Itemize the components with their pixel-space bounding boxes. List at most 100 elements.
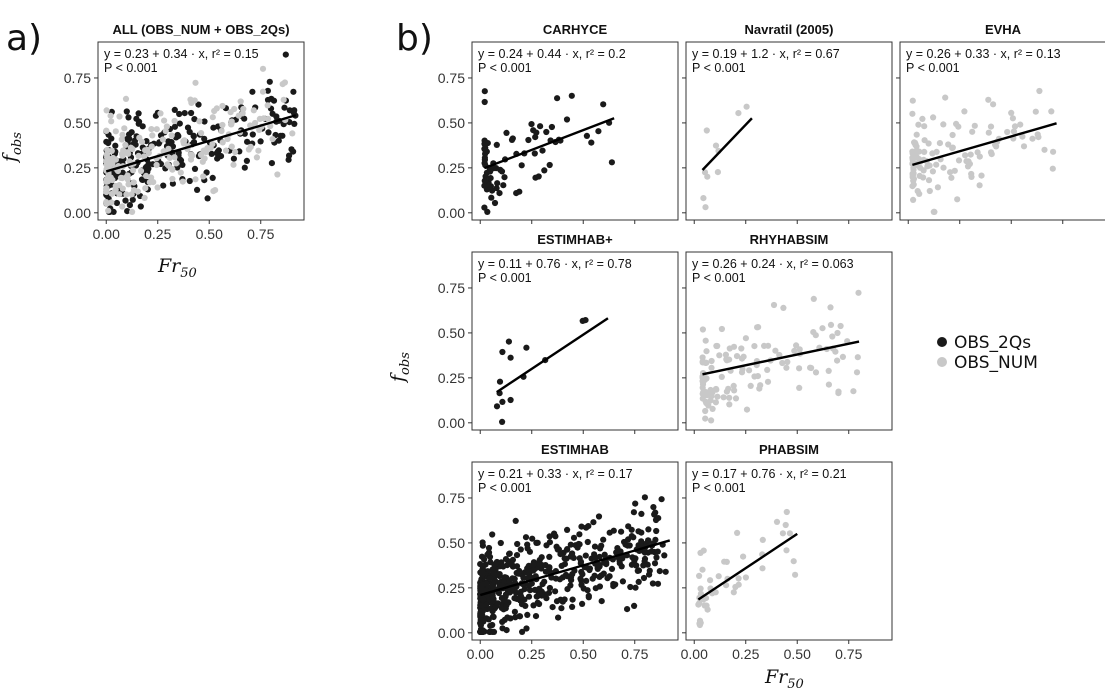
p-value: P < 0.001: [478, 481, 532, 495]
data-point: [116, 113, 122, 119]
data-point: [586, 593, 592, 599]
data-point: [721, 394, 727, 400]
data-point: [160, 183, 166, 189]
y-tick-label: 0.75: [438, 490, 465, 506]
x-tick-label: 0.25: [732, 646, 759, 662]
data-point: [539, 554, 545, 560]
data-point: [231, 156, 237, 162]
data-point: [244, 158, 250, 164]
data-point: [1036, 88, 1042, 94]
data-point: [549, 124, 555, 130]
data-point: [550, 604, 556, 610]
data-point: [269, 160, 275, 166]
data-point: [826, 382, 832, 388]
data-point: [136, 135, 142, 141]
data-point: [482, 157, 488, 163]
data-point: [930, 168, 936, 174]
data-point: [250, 131, 256, 137]
data-point: [783, 522, 789, 528]
data-point: [218, 128, 224, 134]
data-point: [488, 195, 494, 201]
data-point: [491, 614, 497, 620]
data-point: [196, 118, 202, 124]
data-point: [840, 354, 846, 360]
data-point: [557, 576, 563, 582]
data-point: [188, 110, 194, 116]
data-point: [119, 203, 125, 209]
data-point: [274, 171, 280, 177]
scatter-panel: PHABSIMy = 0.17 + 0.76 · x, r² = 0.21P <…: [681, 442, 892, 662]
data-point: [698, 586, 704, 592]
data-point: [940, 121, 946, 127]
data-point: [1035, 134, 1041, 140]
data-point: [114, 200, 120, 206]
data-point: [751, 343, 757, 349]
data-point: [947, 169, 953, 175]
data-point: [518, 546, 524, 552]
panel-title: Navratil (2005): [745, 22, 834, 37]
data-point: [173, 160, 179, 166]
data-point: [194, 187, 200, 193]
data-point: [142, 195, 148, 201]
data-point: [108, 118, 114, 124]
data-point: [850, 388, 856, 394]
legend-swatch-obs-2qs: [937, 337, 947, 347]
data-point: [481, 556, 487, 562]
data-point: [632, 555, 638, 561]
data-point: [242, 165, 248, 171]
data-point: [1033, 109, 1039, 115]
data-point: [629, 562, 635, 568]
data-point: [771, 302, 777, 308]
data-point: [103, 139, 109, 145]
data-point: [631, 509, 637, 515]
data-point: [950, 132, 956, 138]
data-point: [920, 174, 926, 180]
data-point: [490, 593, 496, 599]
data-point: [731, 383, 737, 389]
data-point: [508, 355, 514, 361]
x-tick-label: 0.75: [835, 646, 862, 662]
data-point: [917, 165, 923, 171]
data-point: [154, 126, 160, 132]
data-point: [1004, 129, 1010, 135]
data-point: [524, 542, 530, 548]
data-point: [609, 566, 615, 572]
data-point: [569, 604, 575, 610]
y-tick-label: 0.25: [438, 160, 465, 176]
data-point: [494, 142, 500, 148]
data-point: [270, 136, 276, 142]
data-point: [921, 123, 927, 129]
data-point: [506, 339, 512, 345]
data-point: [819, 325, 825, 331]
data-point: [703, 603, 709, 609]
data-point: [784, 509, 790, 515]
data-point: [935, 184, 941, 190]
data-point: [228, 109, 234, 115]
data-point: [154, 162, 160, 168]
data-point: [829, 333, 835, 339]
data-point: [583, 525, 589, 531]
data-point: [956, 157, 962, 163]
y-tick-label: 0.00: [438, 625, 465, 641]
data-point: [909, 183, 915, 189]
data-point: [503, 591, 509, 597]
data-point: [591, 551, 597, 557]
data-point: [276, 138, 282, 144]
data-point: [726, 401, 732, 407]
data-point: [968, 152, 974, 158]
p-value: P < 0.001: [692, 481, 746, 495]
data-point: [210, 125, 216, 131]
data-point: [524, 612, 530, 618]
data-point: [122, 198, 128, 204]
data-point: [977, 182, 983, 188]
data-point: [138, 168, 144, 174]
data-point: [486, 550, 492, 556]
data-point: [632, 585, 638, 591]
data-point: [600, 101, 606, 107]
data-point: [119, 175, 125, 181]
data-point: [519, 162, 525, 168]
data-point: [954, 196, 960, 202]
data-point: [723, 356, 729, 362]
data-point: [792, 572, 798, 578]
y-tick-label: 0.75: [438, 280, 465, 296]
